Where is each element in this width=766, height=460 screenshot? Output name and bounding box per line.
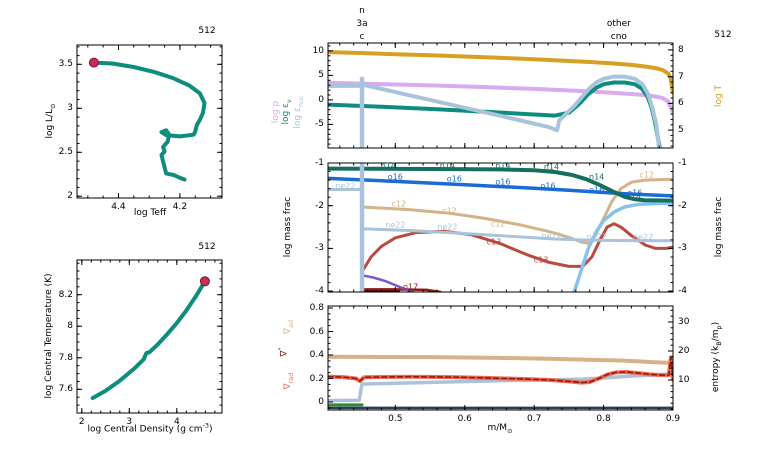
series-log-rho — [327, 80, 674, 115]
current-model-point — [88, 57, 99, 68]
series-c12 — [361, 177, 674, 245]
series-ne22-envelope — [361, 227, 674, 243]
series-light-blue-isotope — [572, 201, 674, 293]
series-purple-isotope — [360, 274, 414, 293]
panel-frame-pC — [327, 305, 674, 411]
series-n14 — [327, 166, 674, 203]
series-trho-track — [90, 279, 207, 400]
series-o16 — [327, 176, 674, 198]
panel-frame-trho — [76, 259, 223, 414]
series-o17 — [360, 288, 442, 293]
series-hr-track — [91, 60, 207, 182]
series-grad-star — [327, 356, 674, 384]
series-log-T — [327, 50, 674, 95]
panel-frame-pB — [327, 162, 674, 293]
series-log-eps-nuc-envelope — [360, 74, 662, 149]
series-grad-ad — [327, 354, 674, 365]
current-model-point — [199, 276, 210, 287]
